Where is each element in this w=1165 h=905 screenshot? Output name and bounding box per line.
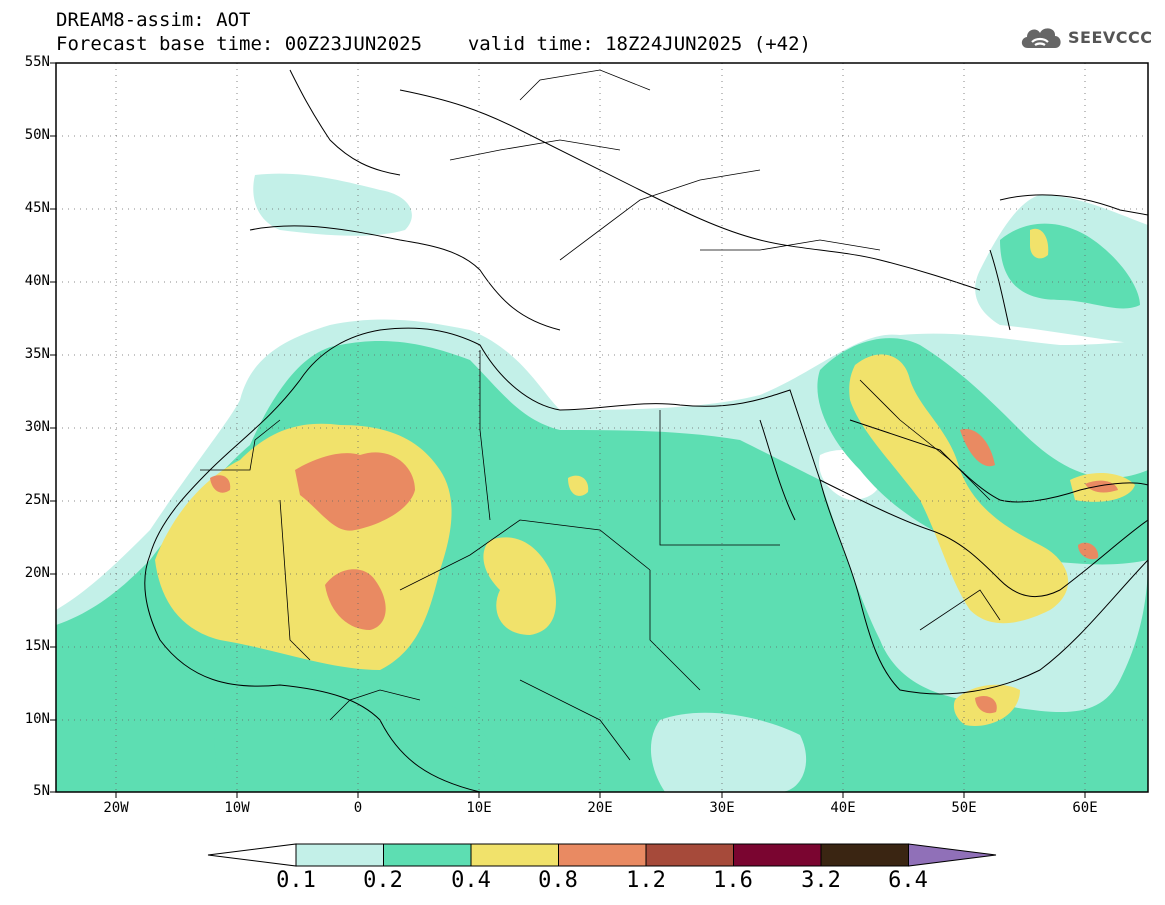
aot-field-0.4 [568,475,589,496]
axis-ticks [50,62,1086,798]
lat-label: 50N [24,127,50,143]
lat-label: 15N [24,638,50,654]
aot-field-0.8 [960,429,995,467]
colorbar-label: 0.2 [363,868,403,893]
lon-label: 60E [1072,800,1098,816]
map-title: DREAM8-assim: AOT [56,9,251,31]
lon-label: 20W [103,800,129,816]
lat-label: 25N [24,492,50,508]
aot-field-0.8 [975,695,997,714]
aot-field-0.8 [1078,542,1099,560]
lat-label: 45N [24,200,50,216]
aot-field-0.4 [849,354,1069,624]
lon-label: 0 [353,800,363,816]
lat-label: 55N [24,54,50,70]
aot-field-0.1 [253,173,412,236]
aot-field-0.4 [1030,228,1049,259]
lat-label: 35N [24,346,50,362]
aot-field-0.8 [295,452,415,531]
colorbar-label: 6.4 [888,868,928,893]
aot-field-0.8 [1085,480,1118,493]
aot-hole [650,712,807,792]
lon-label: 40E [830,800,856,816]
lon-label: 50E [951,800,977,816]
aot-hole [214,677,500,792]
seevccc-logo: SEEVCCC [1018,22,1153,52]
logo-text: SEEVCCC [1068,27,1153,47]
colorbar-label: 0.8 [538,868,578,893]
lon-label: 30E [709,800,735,816]
colorbar-label: 1.6 [713,868,753,893]
lon-label: 20E [587,800,613,816]
aot-field-0.8 [325,569,386,630]
lat-label: 30N [24,419,50,435]
coastlines [144,69,1148,792]
lon-label: 10W [224,800,250,816]
graticule [56,63,1148,792]
lat-label: 40N [24,273,50,289]
colorbar-label: 1.2 [626,868,666,893]
lat-label: 20N [24,565,50,581]
base-time: Forecast base time: 00Z23JUN2025 [56,33,423,55]
colorbar-label: 0.1 [276,868,316,893]
lat-label: 5N [33,783,50,799]
forecast-times: Forecast base time: 00Z23JUN2025 valid t… [56,33,811,55]
borders [200,69,1001,761]
cloud-icon [1021,28,1061,48]
lon-label: 10E [466,800,492,816]
valid-time: valid time: 18Z24JUN2025 (+42) [467,33,811,55]
aot-field-0.4 [483,537,556,635]
aot-field-0.8 [210,475,231,493]
colorbar-label: 0.4 [451,868,491,893]
colorbar-label: 3.2 [801,868,841,893]
lat-label: 10N [24,711,50,727]
